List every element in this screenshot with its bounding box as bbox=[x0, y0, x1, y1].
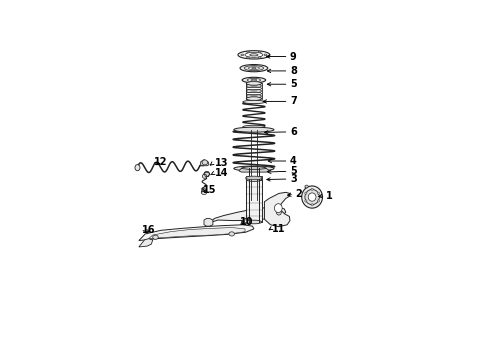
Polygon shape bbox=[245, 176, 262, 180]
Ellipse shape bbox=[302, 186, 322, 208]
Text: 1: 1 bbox=[326, 191, 333, 201]
Text: 3: 3 bbox=[290, 174, 296, 184]
Text: 8: 8 bbox=[290, 66, 297, 76]
Ellipse shape bbox=[246, 97, 262, 100]
Ellipse shape bbox=[245, 220, 248, 222]
Ellipse shape bbox=[246, 82, 262, 85]
Ellipse shape bbox=[251, 79, 257, 81]
Polygon shape bbox=[239, 168, 269, 172]
Ellipse shape bbox=[250, 54, 258, 56]
Polygon shape bbox=[139, 225, 254, 240]
Ellipse shape bbox=[202, 174, 207, 178]
Ellipse shape bbox=[311, 204, 313, 206]
Ellipse shape bbox=[242, 167, 267, 170]
Ellipse shape bbox=[311, 188, 313, 190]
Ellipse shape bbox=[201, 190, 207, 194]
Ellipse shape bbox=[243, 125, 265, 129]
Ellipse shape bbox=[153, 235, 158, 239]
Ellipse shape bbox=[245, 176, 262, 180]
Text: 4: 4 bbox=[290, 156, 296, 166]
Ellipse shape bbox=[248, 67, 259, 69]
Ellipse shape bbox=[308, 193, 316, 201]
Ellipse shape bbox=[244, 66, 264, 71]
Ellipse shape bbox=[247, 78, 261, 82]
Text: 14: 14 bbox=[215, 168, 228, 179]
Ellipse shape bbox=[246, 220, 262, 224]
Ellipse shape bbox=[202, 189, 206, 193]
Polygon shape bbox=[265, 192, 290, 227]
Ellipse shape bbox=[305, 185, 308, 188]
Ellipse shape bbox=[317, 200, 319, 202]
Ellipse shape bbox=[305, 200, 307, 202]
Ellipse shape bbox=[252, 67, 256, 69]
Text: 2: 2 bbox=[295, 189, 302, 199]
Ellipse shape bbox=[246, 51, 249, 53]
Ellipse shape bbox=[135, 165, 140, 171]
Ellipse shape bbox=[240, 64, 268, 72]
Ellipse shape bbox=[274, 204, 282, 212]
Ellipse shape bbox=[258, 57, 261, 59]
Ellipse shape bbox=[276, 210, 281, 215]
Text: 12: 12 bbox=[153, 157, 167, 167]
Text: 5: 5 bbox=[290, 166, 296, 176]
Ellipse shape bbox=[234, 166, 274, 171]
Ellipse shape bbox=[234, 127, 274, 132]
Ellipse shape bbox=[245, 52, 263, 57]
Ellipse shape bbox=[229, 232, 235, 236]
Ellipse shape bbox=[243, 219, 249, 224]
Text: 10: 10 bbox=[240, 217, 253, 227]
Polygon shape bbox=[148, 228, 245, 239]
Ellipse shape bbox=[204, 172, 210, 176]
Text: 16: 16 bbox=[142, 225, 155, 235]
Polygon shape bbox=[139, 239, 153, 247]
Ellipse shape bbox=[242, 77, 266, 83]
Ellipse shape bbox=[246, 178, 262, 181]
Polygon shape bbox=[204, 219, 213, 226]
Ellipse shape bbox=[241, 54, 244, 56]
Ellipse shape bbox=[202, 160, 208, 165]
Ellipse shape bbox=[305, 192, 307, 194]
Text: 6: 6 bbox=[290, 127, 296, 137]
Ellipse shape bbox=[246, 57, 249, 59]
Polygon shape bbox=[201, 159, 209, 166]
Ellipse shape bbox=[243, 100, 265, 104]
Polygon shape bbox=[246, 180, 262, 222]
Ellipse shape bbox=[258, 51, 261, 53]
Ellipse shape bbox=[264, 54, 267, 56]
Text: 5: 5 bbox=[290, 79, 296, 89]
Text: 7: 7 bbox=[290, 96, 296, 107]
Text: 15: 15 bbox=[203, 185, 216, 195]
Text: 9: 9 bbox=[290, 51, 296, 62]
Text: 11: 11 bbox=[272, 224, 285, 234]
Ellipse shape bbox=[305, 189, 319, 205]
Ellipse shape bbox=[317, 192, 319, 194]
Polygon shape bbox=[210, 207, 286, 223]
Ellipse shape bbox=[238, 51, 270, 59]
Text: 13: 13 bbox=[215, 158, 228, 168]
